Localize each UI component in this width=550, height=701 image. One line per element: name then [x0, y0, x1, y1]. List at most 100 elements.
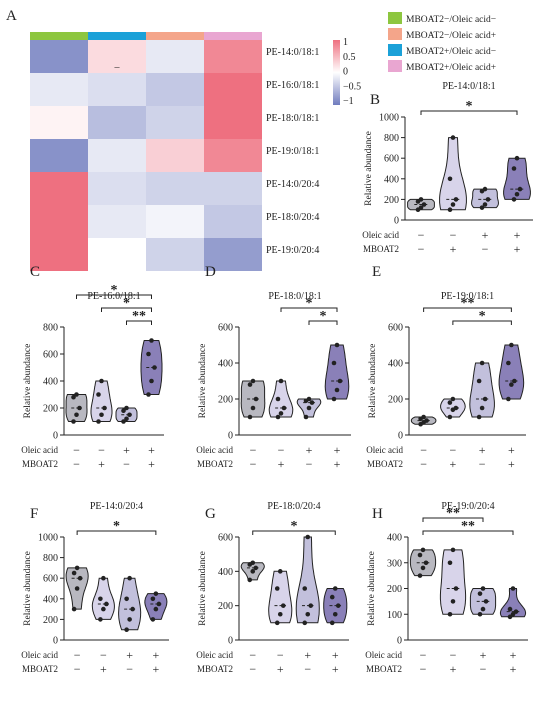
mboat-sign: + [334, 457, 341, 471]
panel-label: B [370, 92, 380, 108]
data-point [453, 405, 459, 411]
data-point [130, 606, 135, 612]
y-tick-label: 200 [388, 395, 403, 406]
mboat-sign: − [479, 457, 486, 471]
y-tick-label: 400 [387, 533, 402, 544]
y-tick-label: 400 [218, 359, 233, 370]
significance-bar [308, 320, 338, 325]
colorbar-tick-label: −1 [343, 96, 354, 107]
data-point [510, 586, 516, 591]
heatmap-cell [146, 172, 204, 205]
data-point [423, 560, 429, 566]
data-point [417, 573, 423, 578]
mboat-sign: + [332, 662, 339, 676]
oleic-sign: + [480, 648, 487, 662]
data-point [274, 586, 280, 591]
data-point [150, 617, 156, 622]
oleic-row-label: Oleic acid [365, 650, 402, 660]
heatmap-row-label: PE-14:0/18:1 [266, 47, 319, 58]
data-point [447, 176, 453, 182]
mboat-sign: + [148, 457, 155, 471]
panel-label: E [372, 264, 381, 280]
violin-shape [324, 344, 350, 400]
data-point [309, 400, 315, 405]
data-point [447, 560, 453, 566]
significance-label: ** [461, 296, 475, 311]
y-tick-label: 400 [43, 377, 58, 388]
oleic-sign: + [479, 443, 486, 457]
heatmap-cell [88, 205, 146, 238]
data-point [509, 342, 514, 348]
y-tick-label: 200 [43, 615, 58, 626]
heatmap-cell [30, 172, 88, 205]
data-point [329, 620, 335, 626]
data-point [517, 186, 523, 192]
heatmap-cell [146, 40, 204, 73]
data-point [337, 378, 343, 384]
legend-swatch [388, 60, 402, 72]
heatmap-cell [204, 172, 262, 205]
y-tick-label: 0 [228, 636, 233, 647]
y-tick-label: 100 [387, 610, 402, 621]
data-point [280, 603, 286, 608]
violin-shape [469, 362, 495, 418]
data-point [274, 620, 280, 626]
violin-panel-g: G PE-18:0/20:4 0 200 400 600 Relative abundanc… [196, 501, 349, 676]
mboat-row-label: MBOAT2 [22, 459, 58, 469]
data-point [101, 575, 106, 581]
oleic-sign: + [152, 648, 159, 662]
heatmap-cell [146, 238, 204, 271]
heatmap-cell [88, 73, 146, 106]
data-point [275, 414, 281, 420]
oleic-sign: + [514, 228, 521, 242]
data-point [101, 606, 106, 612]
data-point [302, 586, 308, 591]
mboat-sign: + [450, 242, 457, 256]
mboat-sign: − [480, 662, 487, 676]
y-tick-label: 600 [218, 533, 233, 544]
significance-bar [101, 307, 152, 312]
heatmap-cell [30, 139, 88, 172]
data-point [96, 392, 101, 397]
data-point [99, 412, 104, 418]
y-tick-label: 400 [43, 594, 58, 605]
data-point [332, 611, 338, 617]
significance-bar [422, 530, 514, 535]
y-tick-label: 200 [218, 601, 233, 612]
panel-label: D [205, 264, 216, 280]
data-point [447, 414, 453, 420]
data-point [152, 365, 157, 370]
data-point [417, 552, 423, 558]
mboat-sign: − [126, 662, 133, 676]
mboat-sign: + [450, 662, 457, 676]
mboat-sign: − [420, 662, 427, 676]
oleic-sign: + [334, 443, 341, 457]
data-point [511, 197, 517, 202]
heatmap-row-label: PE-19:0/18:1 [266, 146, 319, 157]
oleic-sign: − [277, 648, 284, 662]
mboat-sign: − [420, 457, 427, 471]
mboat-row-label: MBOAT2 [366, 664, 402, 674]
heatmap-row-label: PE-14:0/20:4 [266, 179, 319, 190]
significance-bar [280, 307, 338, 312]
data-point [514, 191, 520, 197]
oleic-sign: − [74, 648, 81, 662]
data-point [453, 586, 459, 591]
panel-label: H [372, 506, 383, 522]
mboat-sign: + [508, 457, 515, 471]
significance-label: * [111, 283, 118, 298]
oleic-row-label: Oleic acid [366, 445, 403, 455]
data-point [512, 378, 517, 384]
heatmap-cell [204, 238, 262, 271]
data-point [509, 382, 514, 387]
data-point [510, 611, 516, 617]
data-point [511, 166, 517, 171]
oleic-sign: + [148, 443, 155, 457]
heatmap-cell [204, 205, 262, 238]
heatmap-cell [88, 106, 146, 139]
colorbar-tick-label: −0.5 [343, 81, 361, 92]
y-axis-label: Relative abundance [198, 551, 208, 626]
data-point [483, 599, 489, 604]
group-color-bar [88, 32, 146, 40]
